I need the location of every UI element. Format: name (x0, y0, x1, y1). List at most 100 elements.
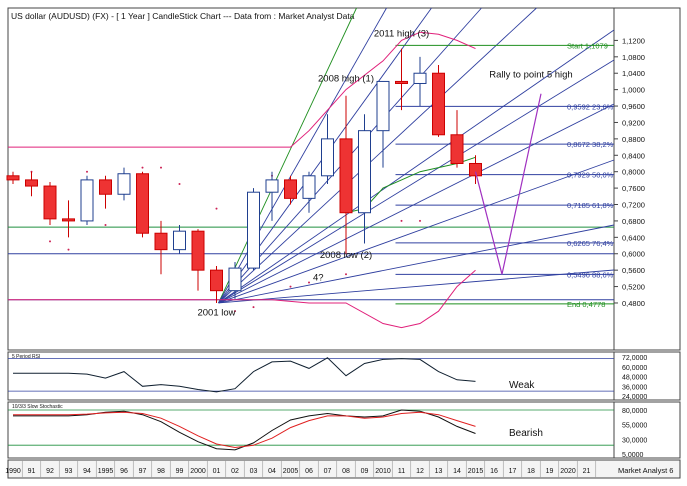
date-tick-label: 08 (342, 468, 350, 475)
price-layer: Start 1,1079 0,9592 23,6% 0,8672 38,2% 0,79… (6, 7, 615, 329)
signal-dot (67, 248, 70, 251)
date-tick-label: 12 (416, 468, 424, 475)
date-tick-label: 2020 (560, 468, 576, 475)
candle-body (469, 162, 482, 177)
upper-band (8, 31, 476, 148)
stoch-layer (8, 409, 614, 451)
stoch-title: 10/3/3 Slow Stochastic (12, 404, 63, 410)
stoch-panel (7, 401, 615, 459)
date-tick-label: 96 (120, 468, 128, 475)
stoch-tick-label: 80,0000 (622, 408, 647, 415)
rsi-title: 5 Period RSI (12, 354, 40, 360)
candle-body (99, 179, 112, 195)
signal-dot (308, 281, 310, 284)
rsi-layer (8, 357, 614, 393)
gann-fan-line (218, 103, 615, 304)
fib-level-label: 0,5496 88,6% (567, 270, 614, 279)
signal-dot (49, 240, 51, 243)
annotation-label: 2001 low (197, 307, 235, 318)
signal-dot (178, 183, 181, 185)
candle-body (117, 173, 131, 195)
date-tick-label: 19 (546, 468, 554, 475)
candle-body (136, 173, 149, 234)
price-tick-label: 0,9200 (622, 118, 645, 127)
signal-dot (252, 306, 255, 309)
rsi-line (13, 357, 476, 393)
candle-body (154, 232, 168, 251)
signal-dot (234, 310, 236, 313)
price-tick-label: 0,7200 (622, 201, 645, 210)
stoch-tick-label: 5,0000 (622, 452, 644, 459)
candle-body (413, 72, 427, 84)
gann-fan-line (218, 7, 357, 304)
gann-fan-line (218, 224, 615, 304)
projection-path (474, 93, 542, 275)
fib-level-label: 0,7929 50,0% (567, 171, 614, 180)
price-tick-label: 0,8400 (622, 151, 645, 160)
date-tick-label: 92 (46, 468, 54, 475)
rsi-tick-label: 60,0000 (622, 365, 647, 372)
rsi-tick-label: 24,0000 (622, 394, 647, 401)
price-tick-label: 0,6800 (622, 217, 645, 226)
date-tick-label: 93 (65, 468, 73, 475)
candle-body (25, 179, 38, 187)
rsi-tick-label: 48,0000 (622, 375, 647, 382)
price-tick-label: 0,4800 (622, 299, 645, 308)
stoch-tick-label: 55,0000 (622, 423, 647, 430)
candle-body (173, 230, 186, 251)
gann-fan-line (218, 7, 387, 304)
date-tick-label: 14 (453, 468, 461, 475)
signal-dot (141, 166, 144, 169)
signal-dot (160, 166, 162, 169)
fib-level-label: End 0,4778 (567, 300, 605, 309)
fib-level-label: 0,9592 23,6% (567, 102, 614, 111)
date-tick-label: 99 (176, 468, 184, 475)
candle-body (247, 191, 260, 269)
date-tick-label: 16 (490, 468, 498, 475)
candle-body (358, 130, 371, 214)
gann-fan-line (218, 159, 615, 304)
gann-fan-line (218, 29, 615, 304)
lower-band (8, 269, 476, 329)
candle-body (450, 134, 464, 164)
rsi-tick-label: 36,0000 (622, 384, 647, 391)
price-tick-label: 0,6000 (622, 250, 645, 259)
signal-dot (400, 219, 403, 222)
candle-body (228, 267, 242, 292)
axis-layer: 0,4800 0,5200 0,5600 0,6000 0,6400 0,6800 0,72… (5, 36, 647, 478)
candle-body (376, 80, 390, 132)
annotation-label: 4? (313, 272, 324, 283)
price-tick-label: 1,0000 (622, 86, 645, 95)
candle-body (339, 138, 353, 214)
signal-dot (104, 224, 107, 227)
gann-fan-line (218, 7, 537, 304)
date-tick-label: 1995 (98, 468, 114, 475)
price-tick-label: 0,6400 (622, 233, 645, 242)
candle-body (321, 138, 334, 177)
candle-body (80, 179, 94, 222)
date-tick-label: 97 (139, 468, 147, 475)
stoch-tick-label: 30,0000 (622, 437, 647, 444)
candle-body (6, 175, 20, 181)
stoch-axis-panel (613, 401, 681, 459)
price-tick-label: 0,8000 (622, 168, 645, 177)
annotation-label: 2008 high (1) (318, 73, 374, 84)
date-tick-label: 07 (324, 468, 332, 475)
date-tick-label: 94 (83, 468, 91, 475)
date-tick-label: 17 (509, 468, 517, 475)
price-tick-label: 1,0400 (622, 69, 645, 78)
date-tick-label: 04 (268, 468, 276, 475)
fib-level-label: 0,6265 76,4% (567, 239, 614, 248)
date-axis (7, 459, 681, 479)
date-tick-label: 09 (361, 468, 369, 475)
date-tick-label: 21 (583, 468, 591, 475)
annotation-label: Rally to point 5 high (489, 69, 572, 80)
date-tick-label: 98 (157, 468, 165, 475)
date-tick-label: 2010 (375, 468, 391, 475)
signal-dot (345, 273, 347, 276)
date-tick-label: 91 (28, 468, 36, 475)
price-tick-label: 0,9600 (622, 102, 645, 111)
rsi-tick-label: 72,0000 (622, 355, 647, 362)
